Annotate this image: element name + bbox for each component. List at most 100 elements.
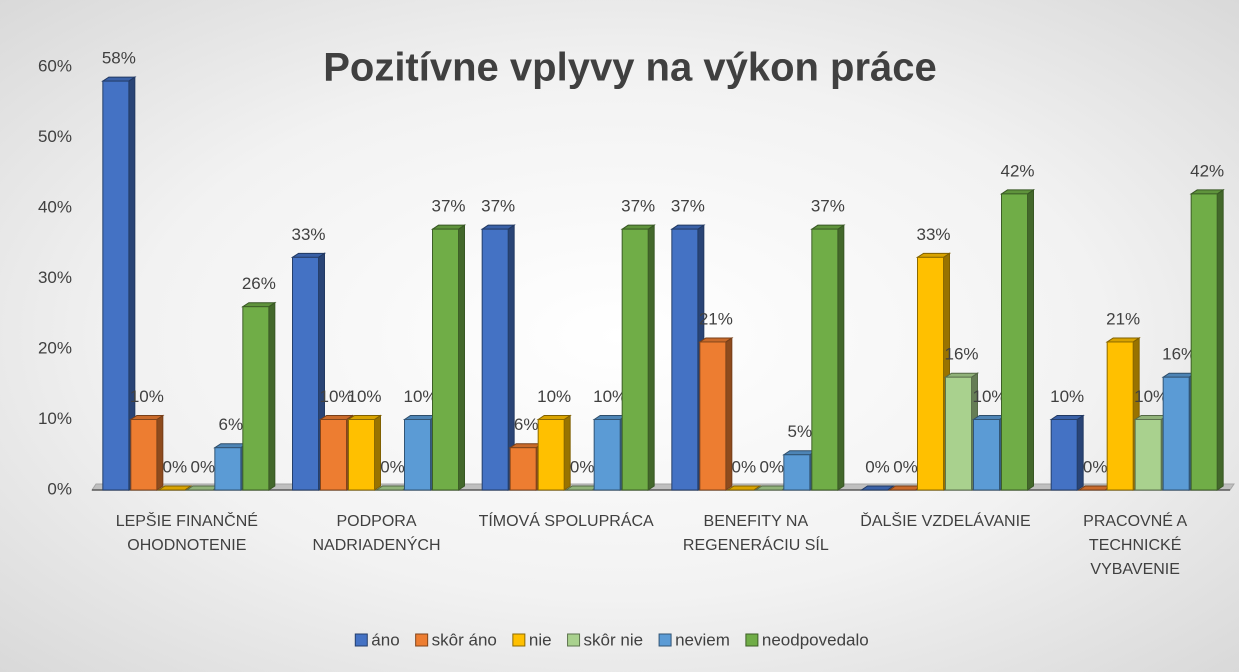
bar	[1001, 193, 1028, 491]
bar	[783, 454, 811, 491]
bar	[1162, 376, 1190, 491]
legend-swatch	[658, 633, 672, 647]
bar-side	[156, 414, 164, 491]
legend-swatch	[567, 633, 581, 647]
data-label: 21%	[699, 309, 733, 328]
data-label: 37%	[621, 197, 655, 216]
bar-top	[1133, 415, 1169, 420]
data-label: 16%	[944, 345, 978, 364]
bar-top	[1189, 189, 1225, 195]
bar	[481, 228, 509, 491]
bar	[102, 80, 130, 491]
data-label: 10%	[537, 387, 571, 406]
bar-side	[563, 414, 571, 491]
data-label: 10%	[1050, 387, 1084, 406]
legend-label: áno	[371, 630, 399, 649]
bar	[811, 228, 839, 491]
x-tick-label: PRACOVNÉ A TECHNICKÉ VYBAVENIE	[1083, 513, 1188, 578]
bar-top	[374, 485, 411, 491]
bar-top	[698, 337, 734, 343]
bar-top	[887, 485, 924, 491]
bar-side	[374, 414, 381, 491]
data-label: 10%	[593, 387, 627, 406]
data-label: 37%	[671, 197, 705, 216]
bar-top	[859, 485, 896, 491]
data-label: 37%	[481, 197, 515, 216]
bar-side	[1027, 188, 1034, 491]
y-tick-label: 50%	[38, 127, 72, 146]
bar	[621, 228, 649, 491]
data-label: 0%	[1083, 457, 1108, 476]
bar-top	[1161, 372, 1197, 378]
bar	[214, 447, 242, 491]
bar-top	[185, 485, 221, 491]
data-label: 42%	[1190, 161, 1224, 180]
bar	[348, 419, 375, 491]
bar	[320, 419, 347, 491]
bar	[509, 447, 537, 491]
data-label: 33%	[291, 225, 325, 244]
y-tick-label: 30%	[38, 268, 72, 287]
bar-top	[241, 302, 277, 308]
legend-label: nie	[529, 630, 552, 649]
data-label: 5%	[788, 422, 813, 441]
bar-top	[290, 252, 327, 258]
y-tick-label: 60%	[38, 56, 72, 75]
legend-swatch	[415, 633, 429, 647]
bar-top	[670, 224, 706, 230]
bar-side	[837, 224, 845, 491]
data-label: 6%	[514, 415, 539, 434]
legend-swatch	[745, 633, 759, 647]
bar	[699, 341, 727, 491]
bar-top	[726, 485, 762, 491]
bar-top	[1105, 337, 1141, 343]
data-label: 16%	[1162, 345, 1196, 364]
bar-top	[480, 224, 516, 230]
data-label: 0%	[865, 457, 890, 476]
bar-top	[536, 415, 572, 420]
bar	[432, 228, 459, 491]
chart-title: Pozitívne vplyvy na výkon práce	[323, 46, 937, 90]
bar-top	[508, 443, 544, 449]
data-label: 58%	[102, 49, 136, 68]
legend-swatch	[512, 633, 526, 647]
bar	[292, 256, 319, 491]
y-tick-label: 40%	[38, 197, 72, 216]
data-label: 10%	[130, 387, 164, 406]
data-label: 37%	[811, 197, 845, 216]
bar	[1134, 419, 1162, 491]
data-label: 10%	[347, 387, 381, 406]
bar-top	[213, 443, 249, 449]
data-label: 33%	[916, 225, 950, 244]
data-label: 0%	[893, 457, 918, 476]
legend-label: neviem	[675, 630, 730, 649]
y-tick-label: 10%	[38, 409, 72, 428]
bar-top	[157, 485, 193, 491]
bar-top	[943, 372, 980, 378]
data-label: 6%	[219, 415, 244, 434]
bar	[1106, 341, 1134, 491]
bar-top	[592, 415, 628, 420]
bar	[917, 256, 944, 491]
bar-side	[1076, 414, 1084, 491]
data-label: 0%	[163, 457, 188, 476]
bar-side	[458, 224, 465, 491]
bar	[671, 228, 699, 491]
x-tick-label: LEPŠIE FINANČNÉ OHODNOTENIE	[115, 513, 258, 554]
bar-top	[915, 252, 952, 258]
bar	[945, 376, 972, 491]
bar-top	[971, 415, 1008, 420]
data-label: 0%	[380, 457, 405, 476]
data-label: 0%	[570, 457, 595, 476]
bar-top	[346, 415, 383, 420]
legend-label: neodpovedalo	[762, 630, 869, 649]
data-label: 26%	[242, 274, 276, 293]
data-label: 10%	[1134, 387, 1168, 406]
bar	[404, 419, 431, 491]
legend-label: skôr áno	[432, 630, 497, 649]
bar-top	[782, 450, 818, 456]
legend-swatch	[354, 633, 368, 647]
x-tick-label: ĎALŠIE VZDELÁVANIE	[860, 513, 1031, 530]
